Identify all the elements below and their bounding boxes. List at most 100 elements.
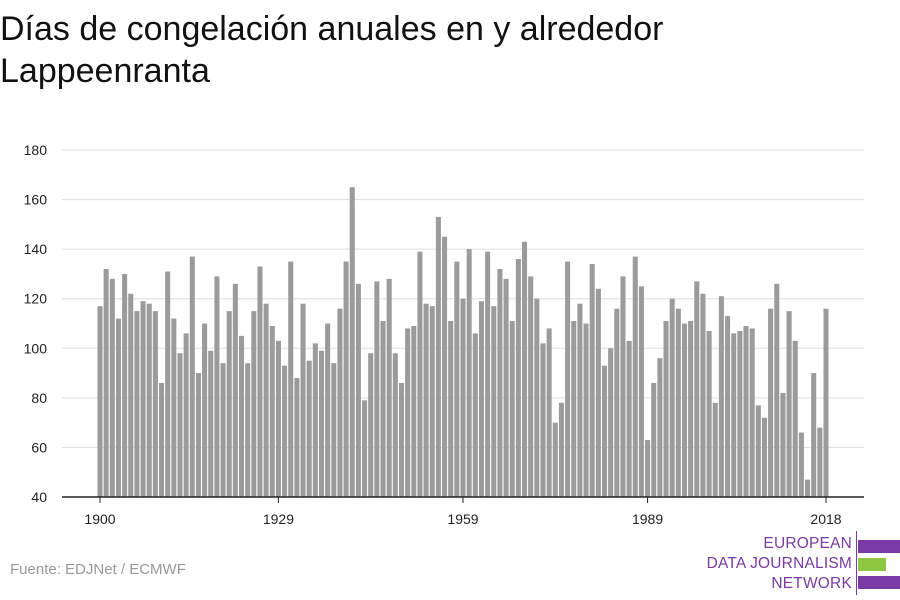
bar-2002 (725, 316, 731, 497)
bar-1976 (565, 261, 571, 497)
bar-1940 (343, 261, 349, 497)
bar-1974 (552, 422, 558, 497)
bar-1903 (115, 318, 121, 497)
bar-2001 (718, 296, 724, 497)
bar-1978 (577, 303, 583, 497)
bar-1934 (306, 360, 312, 497)
bar-1900 (97, 306, 103, 497)
bar-1942 (355, 283, 361, 497)
bar-1996 (688, 321, 694, 497)
bar-1939 (337, 308, 343, 497)
y-tick-label: 120 (24, 291, 48, 307)
bar-1919 (214, 276, 220, 497)
bar-1901 (103, 268, 109, 497)
bar-1993 (669, 298, 675, 497)
bar-1975 (558, 402, 564, 497)
bar-1967 (509, 321, 515, 497)
bar-1965 (497, 268, 503, 497)
bar-1935 (312, 343, 318, 497)
bar-2007 (755, 405, 761, 497)
logo-line-3: NETWORK (771, 575, 852, 592)
bar-1911 (165, 271, 171, 497)
y-tick-label: 100 (24, 340, 48, 356)
bar-2017 (817, 427, 823, 497)
logo-bar-purple-top (858, 540, 900, 553)
source-note: Fuente: EDJNet / ECMWF (10, 561, 186, 578)
chart-title: Días de congelación anuales en y alreded… (0, 10, 664, 90)
bar-1979 (583, 323, 589, 497)
bar-2015 (805, 479, 811, 497)
bar-1953 (423, 303, 429, 497)
bar-1943 (362, 400, 368, 497)
bar-1945 (374, 281, 380, 497)
y-tick-label: 60 (31, 439, 47, 455)
logo-divider (856, 531, 857, 595)
bar-1958 (454, 261, 460, 497)
x-tick-label: 1929 (263, 511, 294, 527)
logo-line-1: EUROPEAN (763, 535, 852, 552)
bar-1983 (608, 348, 614, 497)
x-tick-label: 1989 (632, 511, 663, 527)
x-tick-label: 1900 (84, 511, 115, 527)
bar-1998 (700, 293, 706, 497)
bar-2012 (786, 311, 792, 497)
bar-2003 (731, 333, 737, 497)
bar-1968 (515, 259, 521, 497)
bar-1981 (595, 288, 601, 497)
bar-1913 (177, 353, 183, 497)
bar-2005 (743, 325, 749, 497)
bar-1990 (651, 382, 657, 497)
logo-line-2: DATA JOURNALISM (706, 555, 852, 572)
bar-2009 (768, 308, 774, 497)
y-tick-label: 80 (31, 390, 47, 406)
bar-1907 (140, 301, 146, 497)
edjnet-logo: EUROPEAN DATA JOURNALISM NETWORK (700, 531, 900, 595)
bar-1956 (442, 236, 448, 497)
bar-1927 (263, 303, 269, 497)
bar-1948 (392, 353, 398, 497)
bar-1920 (220, 363, 226, 497)
bar-1930 (282, 365, 288, 497)
bar-1972 (540, 343, 546, 497)
y-axis-ticks: 40 60 80 100 120 140 160 180 (24, 142, 48, 505)
bar-1938 (331, 363, 337, 497)
bar-1947 (386, 278, 392, 497)
bar-1997 (694, 281, 700, 497)
bar-2014 (798, 432, 804, 497)
bar-1909 (152, 311, 158, 497)
bar-1923 (238, 335, 245, 497)
bar-1949 (398, 382, 404, 497)
bar-1926 (257, 266, 263, 497)
bar-1944 (368, 353, 374, 497)
bar-1986 (626, 340, 632, 497)
bar-1933 (300, 303, 306, 497)
bar-1922 (232, 283, 238, 497)
y-tick-label: 180 (24, 142, 48, 158)
bar-1995 (681, 323, 688, 497)
bar-1966 (503, 278, 509, 497)
bar-1912 (171, 318, 177, 497)
y-tick-label: 160 (24, 192, 48, 208)
bar-1970 (528, 276, 534, 497)
bar-1929 (275, 340, 281, 497)
bar-2000 (712, 402, 718, 497)
bars (97, 187, 829, 498)
bar-2018 (823, 308, 829, 497)
bar-1928 (269, 325, 275, 497)
bar-1977 (571, 321, 577, 497)
bar-1902 (109, 278, 115, 497)
bar-1916 (195, 373, 201, 497)
bar-1914 (183, 333, 189, 497)
bar-1954 (429, 306, 435, 497)
bar-1904 (122, 273, 128, 497)
bar-1959 (460, 298, 466, 497)
bar-1936 (318, 350, 325, 497)
bar-1982 (601, 365, 608, 497)
bar-1937 (325, 323, 331, 497)
bar-1991 (657, 358, 663, 497)
bar-1980 (589, 264, 595, 497)
bar-1921 (226, 311, 232, 497)
bar-1910 (159, 382, 165, 497)
bar-1960 (466, 249, 472, 497)
bar-2016 (811, 373, 817, 497)
